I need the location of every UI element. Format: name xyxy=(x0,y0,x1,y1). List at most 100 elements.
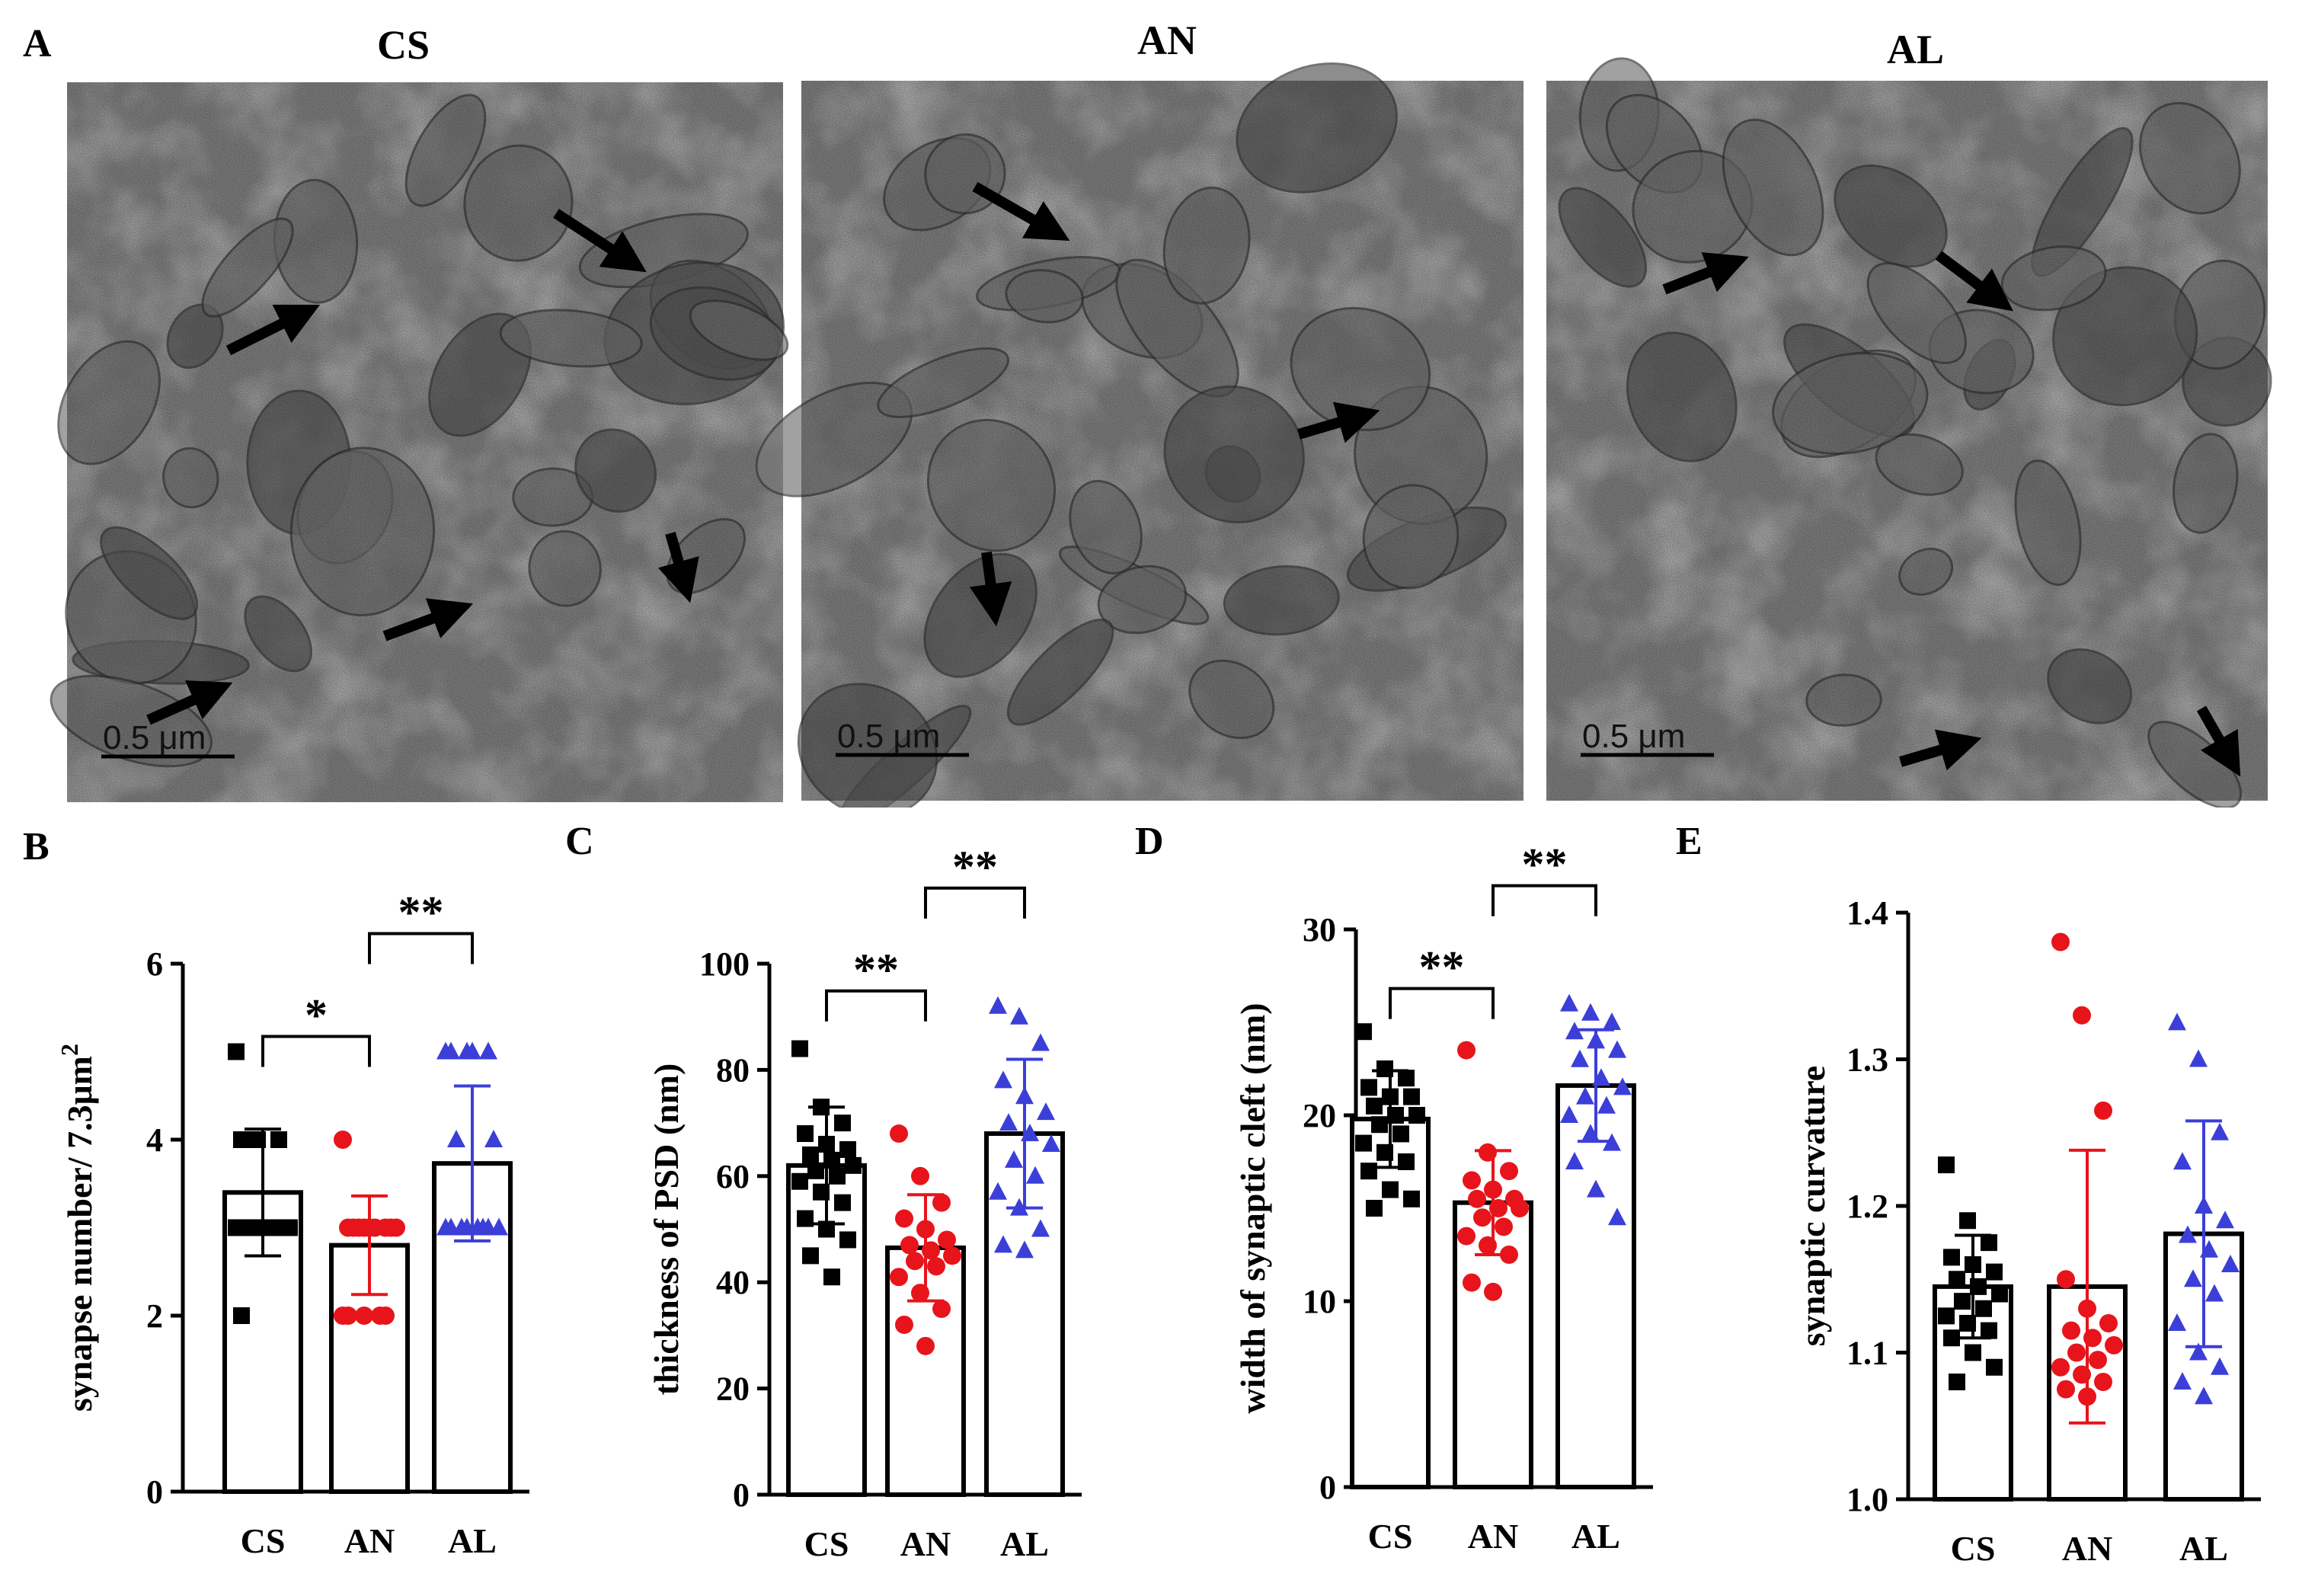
data-point xyxy=(1026,1166,1044,1184)
data-point xyxy=(1398,1070,1415,1087)
synapse-arrow-icon xyxy=(2196,705,2241,777)
data-point xyxy=(932,1300,951,1319)
significance-bracket xyxy=(261,1035,371,1067)
data-point xyxy=(1408,1107,1425,1124)
data-point xyxy=(233,1307,250,1324)
data-point xyxy=(228,1043,245,1060)
data-point xyxy=(2094,1373,2112,1391)
synapse-arrow-icon xyxy=(225,304,321,356)
chart-d: 0 10 20 30 width of synaptic cleft (nm) CS AN A… xyxy=(1233,840,1653,1556)
x-tick-label: AN xyxy=(900,1524,951,1563)
data-point xyxy=(900,1236,919,1255)
data-point xyxy=(1015,1240,1034,1259)
scale-bar-label: 0.5 μm xyxy=(1582,718,1685,755)
data-point xyxy=(479,1041,497,1060)
data-point xyxy=(989,996,1007,1014)
data-point xyxy=(994,1235,1012,1253)
data-point xyxy=(1975,1300,1992,1317)
data-point xyxy=(1457,1041,1476,1060)
data-point xyxy=(829,1167,846,1185)
data-point xyxy=(2057,1380,2075,1399)
micrograph-an: 0.5 μm xyxy=(755,62,1523,808)
synapse-arrow-icon xyxy=(553,209,647,273)
y-tick-label: 20 xyxy=(1303,1097,1336,1134)
data-point xyxy=(1031,1033,1050,1051)
data-point xyxy=(1571,1049,1589,1067)
significance-bracket xyxy=(1389,987,1495,1019)
data-point xyxy=(1943,1249,1960,1266)
data-point xyxy=(807,1162,824,1179)
data-point xyxy=(2216,1211,2234,1229)
data-point xyxy=(1954,1293,1971,1310)
data-point xyxy=(1613,1077,1632,1095)
data-point xyxy=(1565,1022,1584,1040)
y-tick-label: 0 xyxy=(1319,1469,1336,1506)
panel-label-c: C xyxy=(565,820,594,863)
data-point xyxy=(1991,1285,2008,1303)
y-tick-label: 20 xyxy=(716,1371,750,1408)
y-tick-label: 100 xyxy=(699,945,750,983)
data-point xyxy=(1366,1200,1383,1217)
y-tick-label: 60 xyxy=(716,1158,750,1195)
data-point xyxy=(2099,1314,2118,1332)
data-point xyxy=(791,1172,808,1190)
y-tick-label: 1.1 xyxy=(1846,1335,1888,1372)
data-point xyxy=(2067,1343,2086,1362)
data-point xyxy=(447,1130,465,1147)
micrograph-title-al: AL xyxy=(1887,27,1945,72)
data-point xyxy=(791,1040,808,1057)
data-point xyxy=(2051,1358,2070,1377)
data-point xyxy=(1463,1273,1481,1292)
data-point xyxy=(890,1268,908,1287)
data-point xyxy=(834,1194,851,1211)
data-point xyxy=(1500,1162,1518,1181)
data-point xyxy=(2105,1335,2123,1355)
data-point xyxy=(1560,1105,1578,1123)
data-point xyxy=(1457,1227,1476,1246)
data-point xyxy=(1360,1079,1377,1096)
data-point xyxy=(479,1217,497,1236)
data-point xyxy=(1597,1095,1616,1114)
data-point xyxy=(2173,1372,2192,1390)
data-point xyxy=(350,1218,368,1237)
data-point xyxy=(339,1307,357,1325)
data-point xyxy=(890,1124,908,1143)
data-point xyxy=(802,1247,819,1265)
data-point xyxy=(1371,1116,1388,1134)
bar-al xyxy=(2163,1231,2244,1502)
data-point xyxy=(270,1219,287,1236)
data-point xyxy=(1366,1097,1383,1115)
data-point xyxy=(911,1166,929,1185)
data-point xyxy=(1981,1322,1997,1339)
synapse-arrow-icon xyxy=(146,680,233,725)
data-point xyxy=(845,1156,862,1174)
y-tick-label: 1.4 xyxy=(1846,894,1888,932)
data-point xyxy=(1938,1307,1955,1325)
x-tick-label: AN xyxy=(2062,1529,2112,1568)
significance-label: ** xyxy=(1522,840,1568,890)
data-point xyxy=(2179,1225,2197,1243)
data-point xyxy=(1392,1125,1409,1143)
data-point xyxy=(1587,1179,1605,1198)
data-point xyxy=(1042,1134,1060,1152)
data-point xyxy=(2221,1255,2240,1272)
data-point xyxy=(1608,1040,1626,1058)
y-tick-label: 2 xyxy=(146,1297,163,1335)
data-point xyxy=(1010,1006,1028,1025)
data-point xyxy=(938,1230,956,1249)
data-point xyxy=(1943,1329,1960,1347)
data-point xyxy=(1360,1163,1377,1180)
data-point xyxy=(797,1125,814,1143)
scale-bar-label: 0.5 μm xyxy=(103,719,206,756)
panel-label-b: B xyxy=(23,825,50,868)
data-point xyxy=(2173,1152,2192,1170)
synapse-arrow-icon xyxy=(1899,729,1982,771)
significance-label: ** xyxy=(952,842,998,892)
data-point xyxy=(2195,1387,2213,1405)
data-point xyxy=(2189,1049,2208,1067)
micrograph-title-an: AN xyxy=(1137,18,1197,63)
data-point xyxy=(927,1257,945,1276)
data-point xyxy=(2089,1351,2107,1370)
data-point xyxy=(895,1209,913,1228)
